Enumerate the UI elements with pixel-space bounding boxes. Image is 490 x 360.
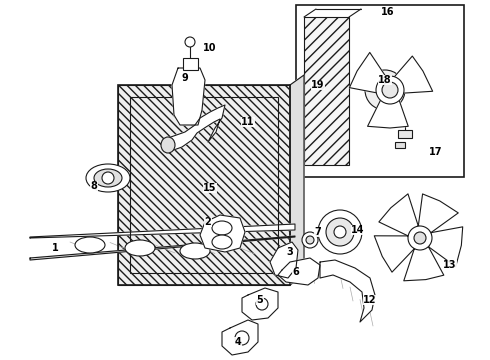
Polygon shape [290,75,304,285]
Circle shape [382,82,398,98]
Bar [395,142,405,148]
Polygon shape [404,247,444,281]
Text: 5: 5 [257,295,264,305]
Circle shape [326,218,354,246]
Circle shape [376,76,404,104]
Polygon shape [30,224,295,238]
Circle shape [318,210,362,254]
Polygon shape [200,215,245,252]
Ellipse shape [161,137,175,153]
Polygon shape [429,227,463,267]
Ellipse shape [180,243,210,259]
Polygon shape [222,320,258,355]
Polygon shape [278,258,320,285]
Circle shape [306,236,314,244]
Polygon shape [368,98,408,128]
Text: 9: 9 [182,73,188,83]
Bar [118,85,290,285]
Ellipse shape [212,221,232,235]
Polygon shape [172,68,205,125]
Text: 19: 19 [311,80,325,90]
Bar [183,58,198,70]
Text: 10: 10 [203,43,217,53]
Circle shape [334,226,346,238]
Polygon shape [392,56,433,93]
Bar [304,17,349,165]
Circle shape [235,331,249,345]
Ellipse shape [125,240,155,256]
Polygon shape [242,288,278,320]
Text: 12: 12 [363,295,377,305]
Text: 17: 17 [429,147,443,157]
Text: 6: 6 [293,267,299,277]
Circle shape [365,70,405,110]
Text: 3: 3 [287,247,294,257]
Text: 11: 11 [241,117,255,127]
Bar [130,97,278,273]
Text: 1: 1 [51,243,58,253]
Text: 15: 15 [203,183,217,193]
Ellipse shape [212,235,232,249]
Polygon shape [418,194,458,233]
Polygon shape [30,236,295,260]
Bar [398,130,412,138]
Text: 14: 14 [351,225,365,235]
Circle shape [185,37,195,47]
Ellipse shape [86,164,130,192]
Circle shape [408,226,432,250]
Circle shape [414,232,426,244]
Text: 16: 16 [381,7,395,17]
Circle shape [302,232,318,248]
Text: 13: 13 [443,260,457,270]
Text: 18: 18 [378,75,392,85]
Polygon shape [349,53,387,93]
Polygon shape [379,194,418,236]
Polygon shape [168,105,225,152]
Polygon shape [374,236,414,272]
Circle shape [256,298,268,310]
Bar [118,85,290,285]
Text: 4: 4 [235,337,242,347]
Bar [296,5,464,177]
Text: 2: 2 [205,217,211,227]
Polygon shape [270,242,298,278]
Ellipse shape [94,169,122,187]
Ellipse shape [75,237,105,253]
Polygon shape [320,260,375,322]
Circle shape [102,172,114,184]
Text: 7: 7 [315,227,321,237]
Text: 8: 8 [91,181,98,191]
